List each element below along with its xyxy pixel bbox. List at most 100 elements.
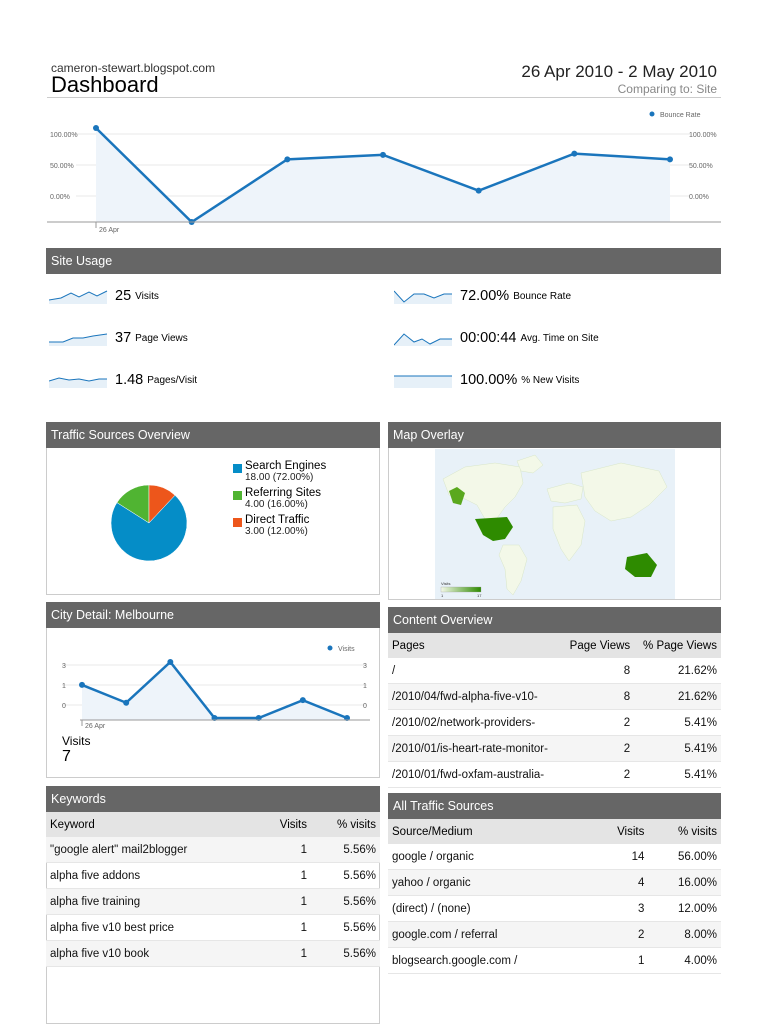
table-row[interactable]: "google alert" mail2blogger 1 5.56% (46, 837, 380, 863)
source-medium[interactable]: google.com / referral (388, 921, 594, 948)
visits: 2 (593, 921, 649, 948)
bounce-rate-point[interactable] (93, 125, 99, 131)
table-row[interactable]: /8 21.62% (388, 658, 721, 684)
table-row[interactable]: alpha five v10 book 1 5.56% (46, 940, 380, 967)
table-row[interactable]: blogsearch.google.com /1 4.00% (388, 947, 721, 974)
bounce-rate-point[interactable] (380, 151, 386, 158)
visits: 1 (593, 947, 649, 974)
date-range[interactable]: 26 Apr 2010 - 2 May 2010 (521, 62, 717, 81)
page-views: 8 (561, 658, 635, 684)
x-axis-label: 26 Apr (99, 227, 120, 234)
col-pct-visits[interactable]: % visits (311, 812, 380, 837)
table-row[interactable]: /2010/01/fwd-oxfam-australia- 2 5.41% (388, 761, 721, 788)
table-row[interactable]: /2010/02/network-providers- 2 5.41% (388, 709, 721, 736)
chart-legend: Bounce Rate (660, 112, 701, 119)
city-visits-point[interactable] (123, 699, 130, 706)
legend-direct-traffic[interactable]: Direct Traffic 3.00 (12.00%) (245, 514, 309, 537)
comparing-label: Comparing to: Site (617, 82, 717, 96)
table-row[interactable]: google.com / referral 2 8.00% (388, 921, 721, 948)
site-name: cameron-stewart.blogspot.com (51, 61, 216, 75)
col-keyword[interactable]: Keyword (46, 812, 260, 837)
metric-value: 25 (115, 288, 132, 304)
city-visits-point[interactable] (167, 659, 174, 665)
keyword[interactable]: alpha five v10 book (46, 940, 260, 967)
keyword[interactable]: alpha five v10 best price (46, 914, 260, 941)
source-medium[interactable]: blogsearch.google.com / (388, 947, 594, 974)
legend-dot (649, 111, 655, 117)
table-row[interactable]: alpha five v10 best price 1 5.56% (46, 914, 380, 941)
metric-visits[interactable]: 25 Visits (49, 285, 159, 307)
avg-time-sparkline-icon (394, 333, 452, 346)
new-visits-sparkline-icon (394, 375, 452, 388)
table-row[interactable]: google / organic 14 56.00% (388, 844, 721, 870)
table-row[interactable]: /2010/01/is-heart-rate-monitor- 2 5.41% (388, 735, 721, 762)
bounce-rate-point[interactable] (667, 156, 673, 163)
pct-visits: 56.00% (648, 844, 721, 870)
page-views: 2 (561, 735, 635, 762)
metric-label: Pages/Visit (147, 374, 198, 386)
all-traffic-header: All Traffic Sources (388, 793, 721, 819)
metric-bounce-rate[interactable]: 72.00% Bounce Rate (394, 285, 571, 307)
all-traffic-table: Source/Medium Visits % visits google / o… (388, 819, 721, 974)
y-tick-left-50: 50.00% (50, 163, 74, 170)
city-visits-point[interactable] (299, 697, 306, 704)
metric-label: Bounce Rate (513, 290, 572, 302)
legend-swatch-search (233, 464, 242, 473)
keyword[interactable]: alpha five training (46, 888, 260, 915)
col-visits[interactable]: Visits (593, 819, 649, 844)
page-path[interactable]: /2010/01/fwd-oxfam-australia- (388, 761, 562, 788)
pct-visits: 5.56% (311, 837, 380, 863)
col-source-medium[interactable]: Source/Medium (388, 819, 594, 844)
source-medium[interactable]: google / organic (388, 844, 594, 870)
pct-visits: 5.56% (311, 914, 380, 941)
table-row[interactable]: alpha five addons 1 5.56% (46, 862, 380, 889)
table-row[interactable]: alpha five training 1 5.56% (46, 888, 380, 915)
table-row[interactable]: (direct) / (none) 3 12.00% (388, 895, 721, 922)
pie-slice-search-engines[interactable] (110, 494, 188, 562)
visits: 1 (259, 862, 312, 889)
bounce-rate-point[interactable] (284, 156, 291, 163)
visits: 3 (593, 895, 649, 922)
traffic-pie-chart (110, 484, 188, 562)
table-row[interactable]: /2010/04/fwd-alpha-five-v10- 8 21.62% (388, 683, 721, 710)
pct-page-views: 5.41% (634, 709, 721, 736)
site-usage-header: Site Usage (46, 248, 721, 274)
col-pct-visits[interactable]: % visits (648, 819, 721, 844)
page-path[interactable]: /2010/01/is-heart-rate-monitor- (388, 735, 562, 762)
col-visits[interactable]: Visits (259, 812, 312, 837)
col-pct-page-views[interactable]: % Page Views (634, 633, 721, 658)
y-tick-right-50: 50.00% (689, 163, 713, 170)
metric-avg-time[interactable]: 00:00:44 Avg. Time on Site (394, 327, 599, 349)
bounce-rate-point[interactable] (475, 187, 482, 194)
legend-search-engines[interactable]: Search Engines 18.00 (72.00%) (245, 460, 326, 483)
legend-swatch-direct (233, 518, 242, 527)
source-medium[interactable]: (direct) / (none) (388, 895, 594, 922)
city-visits-area (82, 662, 347, 720)
visits-sparkline-icon (49, 290, 108, 304)
legend-referring-sites[interactable]: Referring Sites 4.00 (16.00%) (245, 487, 321, 510)
metric-pages-per-visit[interactable]: 1.48 Pages/Visit (49, 369, 197, 391)
source-medium[interactable]: yahoo / organic (388, 869, 594, 896)
pct-page-views: 5.41% (634, 761, 721, 788)
metric-new-visits[interactable]: 100.00% % New Visits (394, 369, 579, 391)
pct-visits: 5.56% (311, 940, 380, 967)
metric-value: 00:00:44 (460, 330, 517, 346)
australia-region (625, 553, 657, 577)
city-visits-point[interactable] (79, 681, 85, 688)
keyword[interactable]: "google alert" mail2blogger (46, 837, 260, 863)
table-row[interactable]: yahoo / organic 4 16.00% (388, 869, 721, 896)
north-america-shape (442, 462, 524, 522)
bounce-rate-point[interactable] (571, 150, 578, 157)
metric-page-views[interactable]: 37 Page Views (49, 327, 188, 349)
world-map[interactable]: Visits 1 17 (435, 449, 675, 599)
col-page-views[interactable]: Page Views (561, 633, 635, 658)
keyword[interactable]: alpha five addons (46, 862, 260, 889)
traffic-sources-header: Traffic Sources Overview (46, 422, 380, 448)
page-path[interactable]: /2010/04/fwd-alpha-five-v10- (388, 683, 562, 710)
y-tick-left-0: 0 (62, 703, 66, 710)
y-tick-right-1: 1 (363, 683, 367, 690)
page-path[interactable]: /2010/02/network-providers- (388, 709, 562, 736)
col-pages[interactable]: Pages (388, 633, 562, 658)
keywords-header: Keywords (46, 786, 380, 812)
page-path[interactable]: / (388, 658, 562, 684)
